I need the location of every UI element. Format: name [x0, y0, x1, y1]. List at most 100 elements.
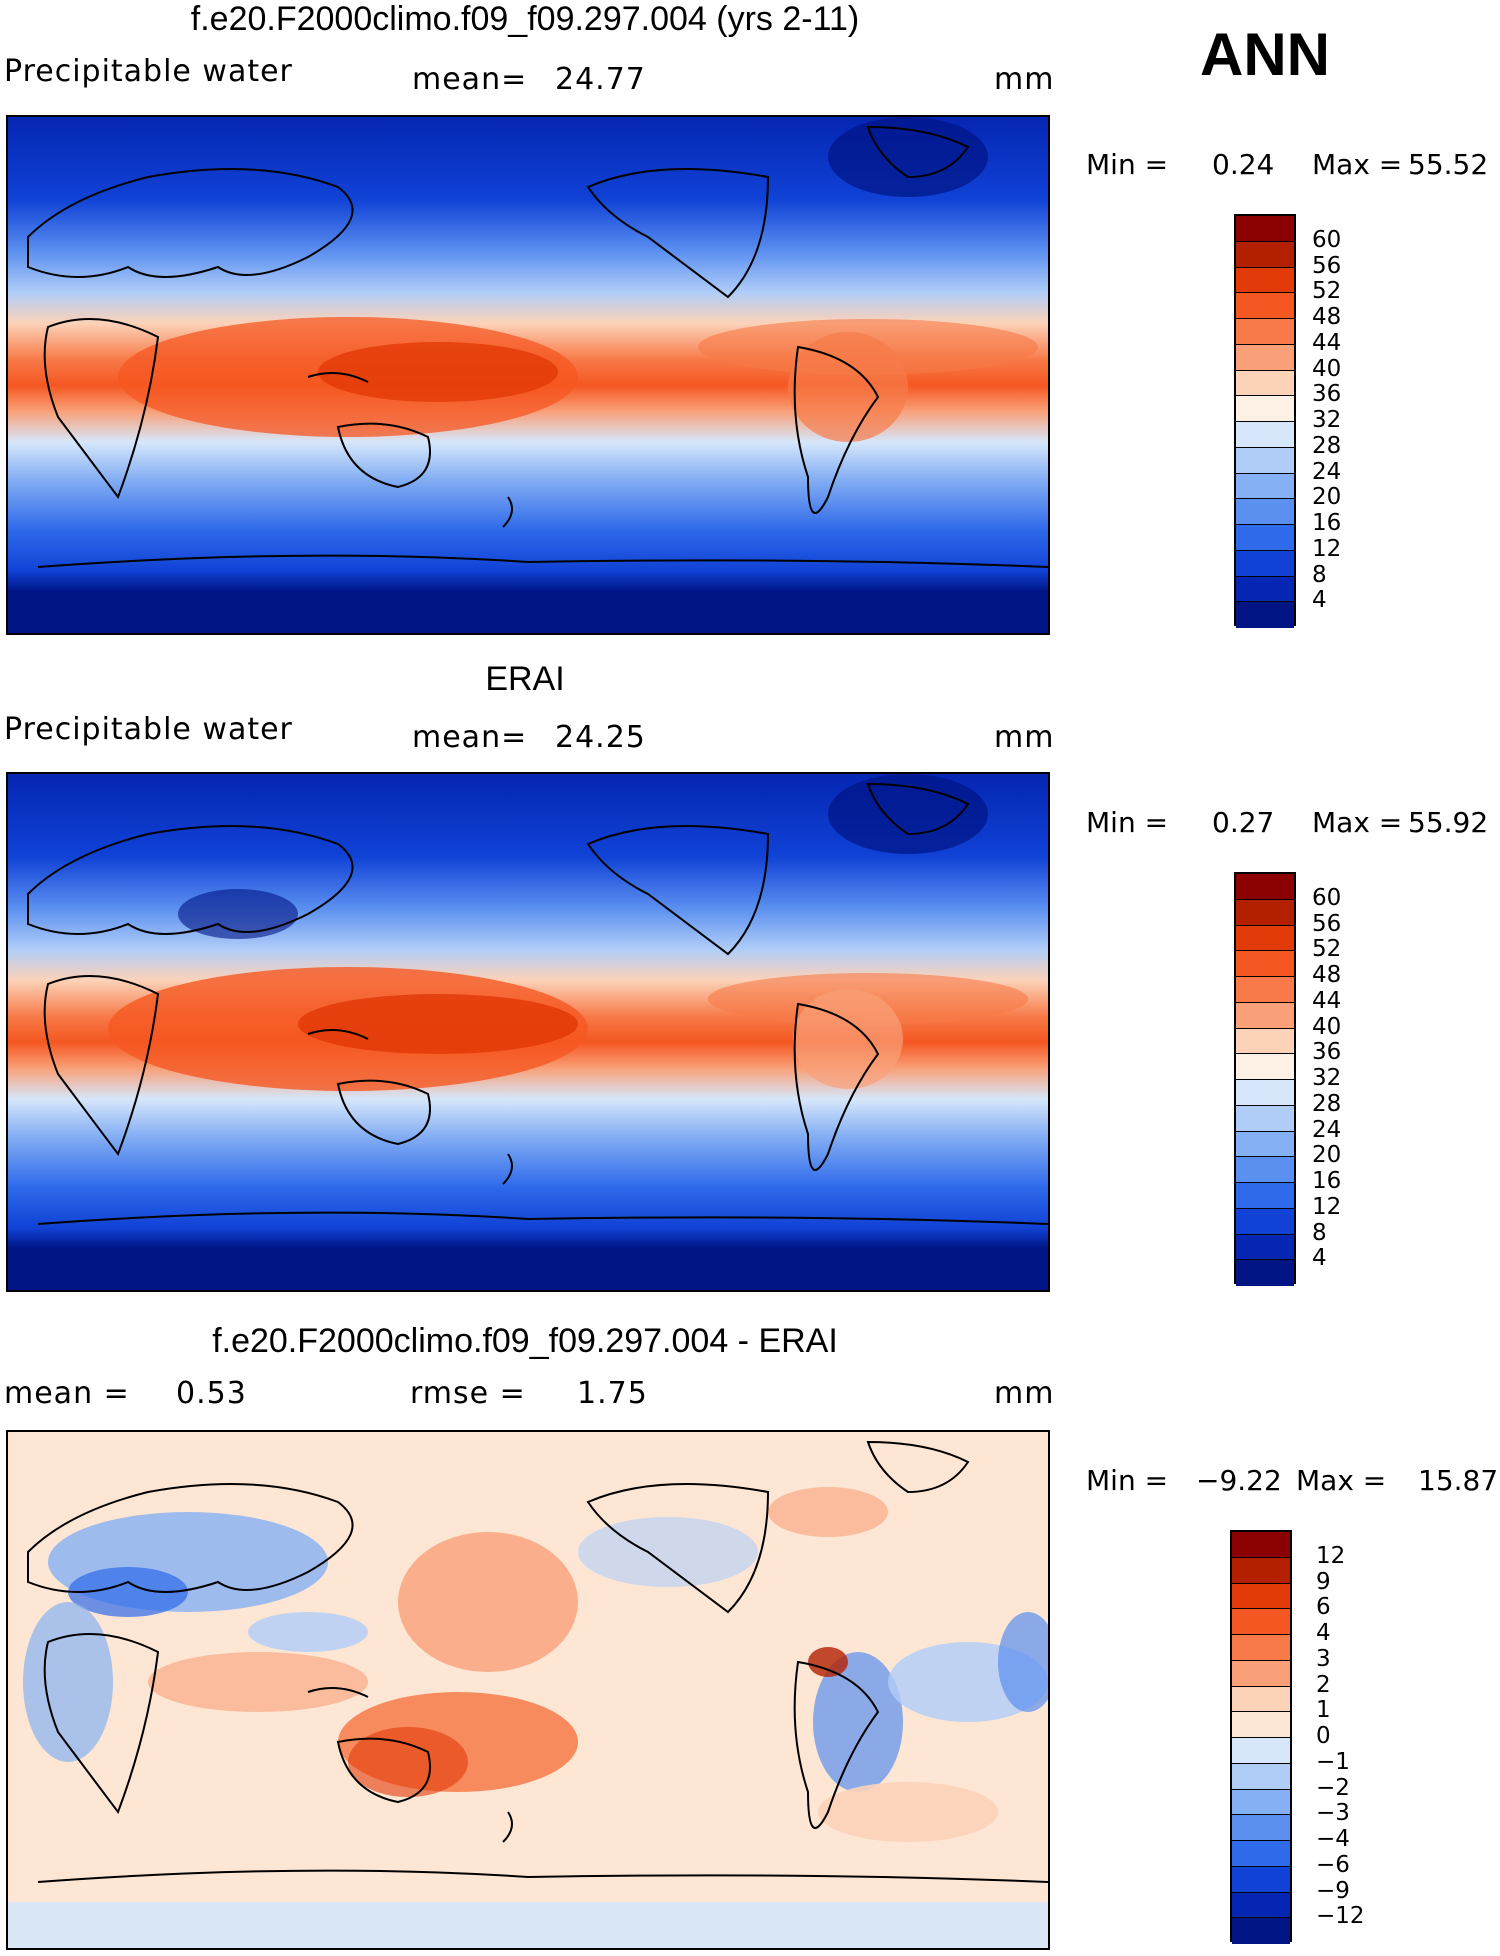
colorbar-tick-label: 9 — [1316, 1568, 1331, 1595]
colorbar-box — [1236, 1208, 1294, 1235]
panel-3-rmse-value: 1.75 — [577, 1376, 648, 1411]
colorbar-tick-label: 36 — [1312, 1039, 1342, 1066]
panel-3-mean-value: 0.53 — [176, 1376, 247, 1411]
colorbar-tick-label: 4 — [1312, 1245, 1327, 1272]
panel-2-map-graphic — [8, 774, 1048, 1290]
panel-2-map — [6, 772, 1050, 1292]
colorbar-tick-label: 20 — [1312, 1142, 1342, 1169]
colorbar-tick-label: 6 — [1316, 1594, 1331, 1621]
panel-1-mean-label: mean= — [412, 62, 528, 97]
panel-1-units: mm — [994, 62, 1055, 97]
panel-2-units: mm — [994, 720, 1055, 755]
panel-1-map — [6, 115, 1050, 635]
colorbar-box — [1236, 267, 1294, 294]
colorbar-tick-label: −12 — [1316, 1903, 1365, 1930]
colorbar-tick-label: 52 — [1312, 278, 1342, 305]
panel-3-rmse-label: rmse = — [410, 1376, 526, 1411]
panel-2-min-label: Min = — [1086, 806, 1169, 839]
colorbar-box — [1232, 1841, 1290, 1867]
colorbar-tick-label: −9 — [1316, 1877, 1350, 1904]
colorbar-tick-label: 4 — [1316, 1620, 1331, 1646]
panel-2-title: ERAI — [485, 660, 565, 698]
colorbar-box — [1236, 1054, 1294, 1080]
colorbar-tick-label: 28 — [1312, 1090, 1342, 1117]
colorbar-tick-label: 60 — [1312, 884, 1342, 911]
colorbar-box — [1232, 1789, 1290, 1816]
colorbar-tick-label: −2 — [1316, 1774, 1350, 1801]
colorbar-box — [1236, 422, 1294, 448]
season-label: ANN — [1200, 21, 1330, 88]
colorbar-box — [1236, 344, 1294, 371]
panel-2-colorbar — [1234, 872, 1296, 1286]
colorbar-box — [1232, 1738, 1290, 1764]
panel-2-max-label: Max = — [1312, 806, 1403, 839]
panel-1-variable-label: Precipitable water — [4, 54, 293, 89]
colorbar-box — [1232, 1609, 1290, 1635]
colorbar-box — [1236, 1131, 1294, 1158]
panel-1-title: f.e20.F2000climo.f09_f09.297.004 (yrs 2-… — [190, 0, 860, 38]
colorbar-box — [1232, 1686, 1290, 1713]
panel-1-max-value: 55.52 — [1408, 148, 1489, 181]
colorbar-box — [1236, 1080, 1294, 1106]
panel-3-colorbar — [1230, 1530, 1292, 1944]
colorbar-box — [1236, 550, 1294, 577]
panel-3-max-label: Max = — [1296, 1464, 1387, 1497]
panel-2-max-value: 55.92 — [1408, 806, 1489, 839]
colorbar-tick-label: 20 — [1312, 484, 1342, 511]
colorbar-box — [1236, 447, 1294, 474]
colorbar-box — [1236, 899, 1294, 926]
colorbar-box — [1236, 319, 1294, 345]
panel-3-map — [6, 1430, 1050, 1950]
colorbar-box — [1236, 525, 1294, 551]
colorbar-box — [1232, 1918, 1290, 1944]
colorbar-box — [1232, 1712, 1290, 1738]
colorbar-box — [1236, 396, 1294, 422]
colorbar-box — [1236, 925, 1294, 952]
panel-3-title: f.e20.F2000climo.f09_f09.297.004 - ERAI — [212, 1322, 838, 1360]
colorbar-tick-label: −6 — [1316, 1851, 1350, 1878]
colorbar-box — [1232, 1866, 1290, 1893]
colorbar-tick-label: 24 — [1312, 458, 1342, 485]
panel-3-map-graphic — [8, 1432, 1048, 1948]
colorbar-box — [1236, 293, 1294, 319]
colorbar-tick-label: 36 — [1312, 381, 1342, 408]
colorbar-tick-label: 0 — [1316, 1723, 1331, 1749]
colorbar-box — [1232, 1815, 1290, 1841]
colorbar-tick-label: 16 — [1312, 1168, 1342, 1194]
panel-2-min-value: 0.27 — [1212, 806, 1275, 839]
colorbar-tick-label: 56 — [1312, 910, 1342, 937]
colorbar-tick-label: 4 — [1312, 587, 1327, 614]
colorbar-tick-label: 16 — [1312, 510, 1342, 536]
colorbar-tick-label: 3 — [1316, 1645, 1331, 1672]
colorbar-box — [1232, 1557, 1290, 1584]
colorbar-box — [1236, 1260, 1294, 1286]
colorbar-tick-label: 44 — [1312, 329, 1342, 356]
colorbar-tick-label: 12 — [1316, 1542, 1346, 1569]
panel-3-max-value: 15.87 — [1418, 1464, 1499, 1497]
panel-2-mean-label: mean= — [412, 720, 528, 755]
panel-1-map-graphic — [8, 117, 1048, 633]
panel-1-min-label: Min = — [1086, 148, 1169, 181]
colorbar-tick-label: 2 — [1316, 1671, 1331, 1698]
colorbar-box — [1232, 1635, 1290, 1661]
panel-2-mean-value: 24.25 — [555, 720, 646, 755]
colorbar-tick-label: −1 — [1316, 1748, 1350, 1775]
colorbar-tick-label: −3 — [1316, 1800, 1350, 1827]
colorbar-box — [1232, 1532, 1290, 1558]
panel-3-mean-label: mean = — [4, 1376, 130, 1411]
colorbar-box — [1236, 1183, 1294, 1209]
colorbar-tick-label: 24 — [1312, 1116, 1342, 1143]
colorbar-box — [1236, 1028, 1294, 1055]
colorbar-tick-label: 28 — [1312, 432, 1342, 459]
panel-1-max-label: Max = — [1312, 148, 1403, 181]
panel-3-min-value: −9.22 — [1196, 1464, 1282, 1497]
colorbar-box — [1236, 1234, 1294, 1261]
colorbar-box — [1236, 576, 1294, 603]
colorbar-box — [1236, 370, 1294, 397]
colorbar-tick-label: 32 — [1312, 407, 1342, 433]
panel-1-colorbar — [1234, 214, 1296, 628]
colorbar-tick-label: 8 — [1312, 1219, 1327, 1246]
colorbar-tick-label: 12 — [1312, 535, 1342, 562]
panel-1-min-value: 0.24 — [1212, 148, 1275, 181]
colorbar-box — [1232, 1892, 1290, 1919]
